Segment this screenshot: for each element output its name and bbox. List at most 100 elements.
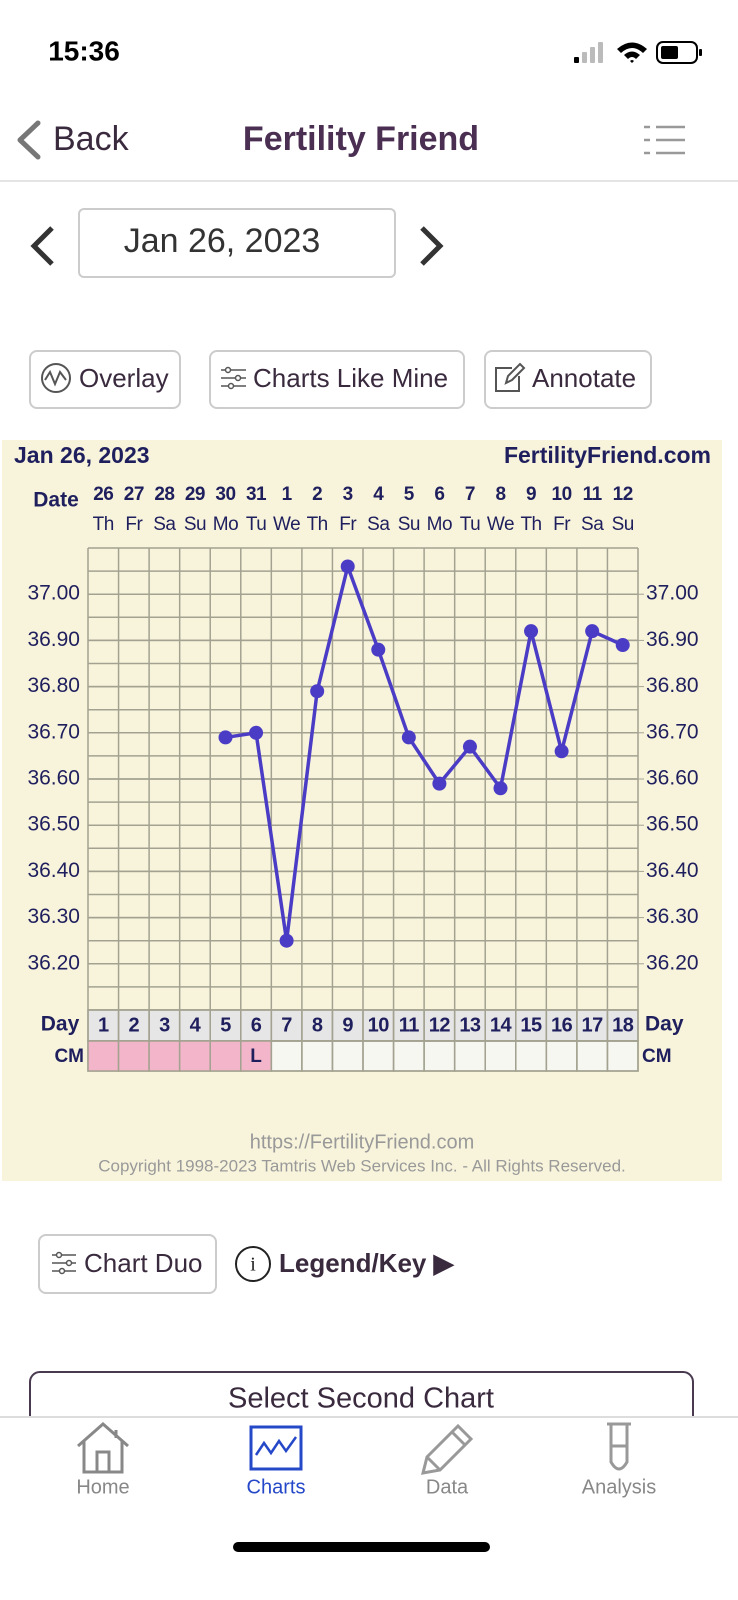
day-number: 15 [520, 1014, 542, 1036]
cm-row-label-right: CM [642, 1046, 672, 1067]
y-tick-label: 36.80 [27, 674, 80, 697]
legend-key-link[interactable]: Legend/Key ▶ [279, 1248, 455, 1278]
date-value: Jan 26, 2023 [124, 222, 321, 260]
date-label: 12 [613, 484, 633, 505]
day-number: 12 [429, 1014, 451, 1036]
status-icons [574, 41, 702, 64]
date-label: 1 [282, 484, 293, 505]
weekday-label: Mo [213, 514, 238, 535]
temperature-point [401, 730, 416, 745]
back-button[interactable]: Back [53, 120, 130, 158]
day-number: 2 [129, 1014, 140, 1036]
home-icon[interactable] [77, 1422, 129, 1474]
footer-url: https://FertilityFriend.com [250, 1131, 475, 1153]
back-chevron[interactable] [17, 120, 41, 160]
date-label: 30 [215, 484, 235, 505]
date-label: 5 [404, 484, 415, 505]
date-label: 26 [93, 484, 113, 505]
temperature-point [340, 559, 355, 574]
chart-duo-button[interactable] [38, 1234, 217, 1294]
weekday-label: Su [398, 514, 420, 535]
date-label: 7 [465, 484, 475, 505]
tab-home[interactable]: Home [76, 1476, 129, 1498]
date-row-label: Date [33, 489, 79, 512]
charts-like-mine-label: Charts Like Mine [253, 363, 448, 393]
charts-icon[interactable] [249, 1425, 303, 1471]
day-number: 5 [220, 1014, 231, 1036]
temperature-point [371, 642, 386, 657]
temperature-point [615, 638, 630, 653]
y-tick-label: 37.00 [27, 582, 80, 605]
day-number: 8 [312, 1014, 323, 1036]
annotate-icon [495, 362, 526, 392]
y-tick-label-right: 36.50 [646, 813, 699, 836]
y-tick-label: 36.90 [27, 628, 80, 651]
cm-row-label: CM [54, 1046, 84, 1067]
temperature-point [462, 739, 477, 754]
date-label: 11 [583, 484, 603, 505]
date-field[interactable] [78, 208, 396, 278]
day-number: 6 [251, 1014, 262, 1036]
day-number: 18 [612, 1014, 634, 1036]
temperature-point [249, 725, 264, 740]
analysis-icon[interactable] [607, 1422, 631, 1471]
sliders-icon [52, 1251, 76, 1275]
y-tick-label: 36.60 [27, 767, 80, 790]
data-icon[interactable] [420, 1423, 474, 1475]
overlay-label: Overlay [79, 363, 169, 393]
weekday-label: Sa [367, 514, 390, 535]
temperature-point [218, 730, 233, 745]
cm-cell [148, 1040, 181, 1072]
y-tick-label-right: 36.60 [646, 767, 699, 790]
footer-copyright: Copyright 1998-2023 Tamtris Web Services… [98, 1156, 626, 1175]
cm-cell [606, 1040, 639, 1072]
cm-cell [117, 1040, 150, 1072]
status-time: 15:36 [48, 35, 120, 66]
y-tick-label-right: 36.80 [646, 674, 699, 697]
info-icon[interactable] [235, 1246, 271, 1282]
day-number: 16 [551, 1014, 573, 1036]
weekday-label: We [273, 514, 300, 535]
chart-title: Jan 26, 2023 [14, 442, 150, 468]
home-indicator [233, 1542, 490, 1552]
date-label: 2 [312, 484, 322, 505]
weekday-label: Th [307, 514, 328, 535]
day-number: 4 [190, 1014, 202, 1036]
date-label: 27 [124, 484, 144, 505]
y-tick-label: 36.20 [27, 951, 80, 974]
weekday-label: Sa [581, 514, 604, 535]
y-tick-label-right: 36.40 [646, 859, 699, 882]
cm-cell [87, 1040, 120, 1072]
overlay-icon [41, 363, 71, 393]
day-number: 14 [490, 1014, 513, 1036]
next-date[interactable] [420, 226, 444, 266]
cm-cell [178, 1040, 211, 1072]
date-label: 8 [495, 484, 505, 505]
menu-button[interactable] [644, 125, 685, 155]
temperature-point [310, 684, 325, 699]
date-label: 6 [434, 484, 444, 505]
info-icon-glyph: i [250, 1254, 256, 1276]
tab-data[interactable]: Data [426, 1476, 469, 1498]
temperature-point [493, 781, 508, 796]
charts-like-mine-button[interactable] [209, 350, 465, 409]
weekday-label: We [487, 514, 514, 535]
nav-title: Fertility Friend [243, 120, 479, 158]
annotate-label: Annotate [532, 363, 636, 393]
date-label: 28 [154, 484, 174, 505]
day-number: 1 [98, 1014, 109, 1036]
sliders-icon [221, 366, 246, 390]
y-tick-label: 36.40 [27, 859, 80, 882]
weekday-label: Su [612, 514, 634, 535]
overlay-button[interactable] [29, 350, 181, 409]
annotate-button[interactable] [484, 350, 652, 409]
temperature-point [279, 933, 294, 948]
weekday-label: Fr [125, 514, 143, 535]
temperature-line [225, 564, 624, 943]
day-number: 17 [582, 1014, 604, 1036]
tab-charts[interactable]: Charts [247, 1476, 306, 1498]
cm-label: L [250, 1046, 262, 1067]
tab-analysis[interactable]: Analysis [582, 1476, 656, 1498]
prev-date[interactable] [30, 226, 54, 266]
